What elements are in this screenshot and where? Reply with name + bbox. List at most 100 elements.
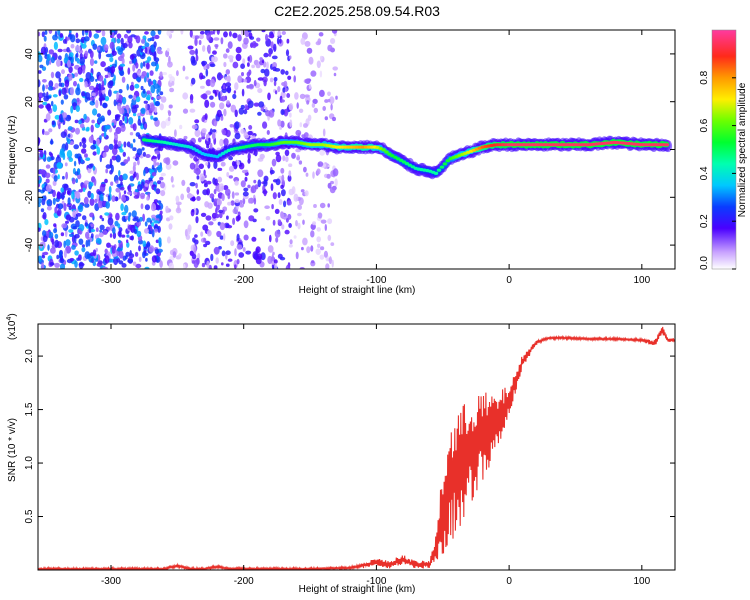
noise-speckle xyxy=(269,234,272,243)
spectrogram-heat-layer xyxy=(38,30,673,269)
noise-speckle xyxy=(205,79,212,87)
noise-speckle xyxy=(126,239,129,243)
noise-speckle xyxy=(255,246,261,254)
noise-speckle xyxy=(122,173,128,181)
noise-speckle xyxy=(235,46,242,54)
noise-speckle xyxy=(219,75,224,79)
noise-speckle xyxy=(258,101,265,108)
noise-speckle xyxy=(166,47,170,52)
noise-speckle xyxy=(265,110,271,117)
noise-speckle xyxy=(94,60,98,64)
noise-speckle xyxy=(225,263,230,267)
noise-speckle xyxy=(295,220,298,227)
noise-speckle xyxy=(198,40,202,45)
noise-speckle xyxy=(84,251,91,260)
x-tick-label: -100 xyxy=(366,275,386,286)
noise-speckle xyxy=(89,86,94,91)
noise-speckle xyxy=(147,56,152,62)
noise-speckle xyxy=(59,263,66,269)
noise-speckle xyxy=(208,137,211,142)
noise-speckle xyxy=(257,88,263,94)
noise-speckle xyxy=(132,72,138,80)
noise-speckle xyxy=(55,71,61,79)
noise-speckle xyxy=(151,61,157,67)
noise-speckle xyxy=(38,197,42,204)
noise-speckle xyxy=(288,188,295,196)
noise-speckle xyxy=(88,97,95,101)
noise-speckle xyxy=(201,128,207,134)
noise-speckle xyxy=(115,212,120,221)
noise-speckle xyxy=(281,31,286,35)
noise-speckle xyxy=(52,104,58,112)
noise-speckle xyxy=(134,251,139,257)
noise-speckle xyxy=(330,38,336,44)
noise-speckle xyxy=(248,54,253,63)
noise-speckle xyxy=(62,175,65,180)
noise-speckle xyxy=(65,142,69,151)
noise-speckle xyxy=(280,167,285,174)
noise-speckle xyxy=(144,31,149,35)
noise-speckle xyxy=(283,200,287,208)
noise-speckle xyxy=(204,113,208,121)
noise-speckle xyxy=(247,30,252,33)
noise-speckle xyxy=(85,239,89,248)
noise-speckle xyxy=(45,178,50,184)
noise-speckle xyxy=(320,219,327,224)
noise-speckle xyxy=(136,172,139,181)
noise-speckle xyxy=(79,77,84,83)
noise-speckle xyxy=(200,231,204,237)
noise-speckle xyxy=(189,49,196,55)
noise-speckle xyxy=(236,244,243,250)
noise-speckle xyxy=(243,234,249,241)
noise-speckle xyxy=(42,92,46,97)
noise-speckle xyxy=(153,97,156,104)
noise-speckle xyxy=(230,104,237,113)
noise-speckle xyxy=(232,32,238,39)
noise-speckle xyxy=(150,30,156,37)
noise-speckle xyxy=(56,162,63,169)
noise-speckle xyxy=(274,208,280,214)
noise-speckle xyxy=(64,229,68,238)
noise-speckle xyxy=(253,208,259,213)
noise-speckle xyxy=(66,190,70,195)
noise-speckle xyxy=(135,35,141,44)
noise-speckle xyxy=(137,118,142,126)
noise-speckle xyxy=(319,254,325,260)
noise-speckle xyxy=(275,154,282,163)
noise-speckle xyxy=(81,246,86,253)
noise-speckle xyxy=(126,83,129,91)
noise-speckle xyxy=(99,215,103,219)
noise-speckle xyxy=(319,70,323,78)
noise-speckle xyxy=(113,143,119,150)
noise-speckle xyxy=(90,223,95,228)
noise-speckle xyxy=(264,205,270,209)
noise-speckle xyxy=(46,205,52,211)
noise-speckle xyxy=(219,222,226,231)
noise-speckle xyxy=(236,160,240,166)
noise-speckle xyxy=(52,167,56,175)
noise-speckle xyxy=(328,256,332,265)
noise-speckle xyxy=(96,193,100,201)
noise-speckle xyxy=(261,30,266,33)
noise-speckle xyxy=(220,115,224,121)
noise-speckle xyxy=(189,182,196,187)
noise-speckle xyxy=(273,259,278,264)
noise-speckle xyxy=(104,67,110,72)
noise-speckle xyxy=(227,258,233,262)
colorbar-label: Normalized spectral amplitude xyxy=(737,82,748,217)
noise-speckle xyxy=(46,200,51,205)
noise-speckle xyxy=(331,30,338,34)
noise-speckle xyxy=(225,250,231,255)
noise-speckle xyxy=(263,179,268,187)
noise-speckle xyxy=(38,31,41,37)
noise-speckle xyxy=(132,112,137,117)
noise-speckle xyxy=(312,171,315,179)
noise-speckle xyxy=(200,212,207,217)
noise-speckle xyxy=(332,66,339,71)
noise-speckle xyxy=(120,203,124,211)
noise-speckle xyxy=(58,55,62,61)
noise-speckle xyxy=(248,32,253,39)
y-tick-label: 0.5 xyxy=(24,509,35,523)
noise-speckle xyxy=(273,43,277,52)
noise-speckle xyxy=(39,150,44,158)
